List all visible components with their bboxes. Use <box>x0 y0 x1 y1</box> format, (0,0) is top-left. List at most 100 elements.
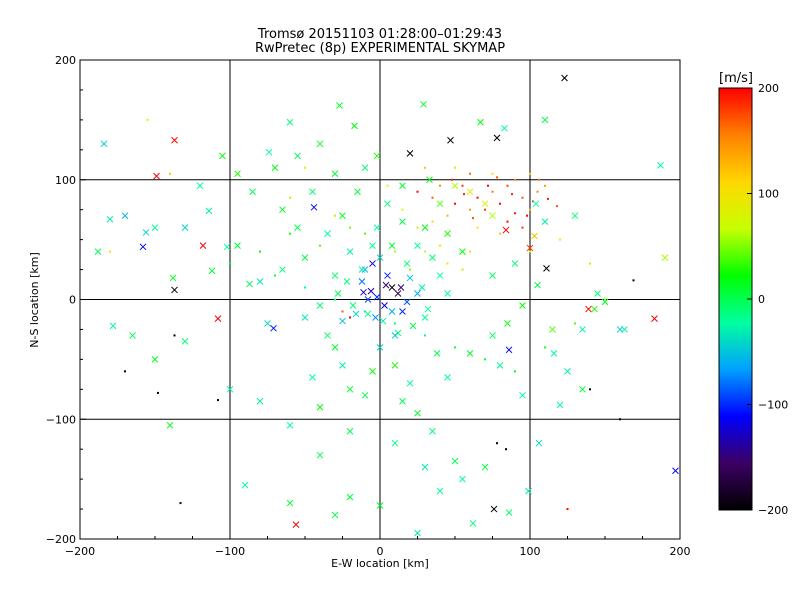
data-point-x <box>420 100 427 108</box>
data-point-x <box>372 314 379 321</box>
data-point-x <box>549 326 556 333</box>
data-point-x <box>94 248 102 255</box>
data-point-dot <box>484 208 486 211</box>
data-point-dot <box>461 268 464 271</box>
data-point-x <box>249 188 256 196</box>
data-point-dot <box>334 298 336 301</box>
data-point-dot <box>289 196 291 199</box>
data-point-x <box>579 385 586 393</box>
data-point-dot <box>304 286 306 289</box>
data-point-x <box>489 212 496 220</box>
data-point-x <box>316 403 324 411</box>
data-point-dot <box>472 217 474 220</box>
data-point-dot <box>505 448 507 451</box>
data-point-x <box>373 152 381 160</box>
data-point-dot <box>476 196 479 199</box>
data-point-x <box>459 475 466 483</box>
data-point-dot <box>469 172 471 175</box>
data-point-dot <box>566 508 569 511</box>
data-point-x <box>346 385 354 393</box>
data-point-dot <box>157 391 159 394</box>
data-point-dot <box>559 238 561 241</box>
data-point-x <box>139 243 147 251</box>
data-point-x <box>406 379 414 387</box>
data-point-dot <box>514 212 516 215</box>
data-point-x <box>657 162 664 169</box>
data-point-dot <box>547 197 549 200</box>
data-point-x <box>490 505 498 513</box>
data-point-x <box>541 218 549 226</box>
data-point-x <box>501 124 508 132</box>
data-point-x <box>181 224 189 232</box>
data-point-x <box>219 152 226 160</box>
data-point-dot <box>487 184 489 187</box>
data-point-x <box>286 118 294 126</box>
data-point-x <box>418 284 426 291</box>
data-point-dot <box>491 190 494 193</box>
data-point-x <box>444 373 451 381</box>
data-point-x <box>414 409 421 417</box>
data-point-dot <box>536 190 539 193</box>
data-point-dot <box>538 178 540 181</box>
data-point-x <box>223 243 231 251</box>
x-tick-label: 100 <box>520 545 541 558</box>
data-point-x <box>388 242 396 249</box>
data-point-dot <box>506 220 509 223</box>
data-point-dot <box>364 232 366 235</box>
data-point-x <box>316 451 324 459</box>
data-point-x <box>324 230 331 237</box>
data-point-x <box>358 278 366 285</box>
data-point-x <box>541 116 549 124</box>
data-point-dot <box>521 196 524 199</box>
data-point-x <box>226 385 234 393</box>
colorbar-ticks: 200 100 0 −100 −200 <box>747 82 788 517</box>
data-point-dot <box>109 250 111 253</box>
data-point-dot <box>514 370 516 373</box>
data-point-dot <box>416 226 419 229</box>
data-point-x <box>543 265 550 272</box>
data-point-x <box>316 302 324 309</box>
data-point-x <box>489 332 496 339</box>
data-point-dot <box>386 184 389 187</box>
data-point-x <box>409 322 417 330</box>
data-point-x <box>241 481 249 489</box>
data-point-dot <box>173 334 176 337</box>
data-point-dot <box>424 166 426 169</box>
data-point-x <box>364 296 372 303</box>
data-point-x <box>502 226 510 234</box>
data-point-dot <box>491 172 494 175</box>
data-point-x <box>369 260 376 267</box>
data-point-x <box>234 242 241 249</box>
data-point-dot <box>589 388 591 391</box>
data-point-dot <box>476 226 479 229</box>
data-point-x <box>196 182 204 190</box>
data-point-dot <box>544 346 546 349</box>
data-point-x <box>564 367 571 375</box>
data-point-x <box>294 224 301 232</box>
data-point-dot <box>526 214 528 217</box>
data-point-x <box>121 212 129 220</box>
data-point-x <box>286 421 294 429</box>
data-point-x <box>142 229 150 236</box>
data-point-dot <box>146 118 149 121</box>
data-point-x <box>364 310 372 318</box>
data-point-dot <box>506 184 509 187</box>
data-point-x <box>436 487 444 495</box>
data-point-dot <box>496 176 498 179</box>
data-point-x <box>294 152 301 160</box>
data-point-x <box>270 324 277 332</box>
data-point-dot <box>439 184 441 187</box>
data-point-x <box>426 176 433 184</box>
data-point-x <box>511 260 519 267</box>
data-point-x <box>367 287 375 295</box>
data-point-x <box>651 315 658 323</box>
data-point-x <box>379 317 387 325</box>
data-point-x <box>399 218 406 226</box>
data-point-x <box>246 280 253 288</box>
data-point-x <box>429 254 436 261</box>
data-point-x <box>376 502 384 509</box>
data-point-x <box>151 356 159 363</box>
data-point-x <box>493 134 501 142</box>
data-point-x <box>106 215 114 223</box>
